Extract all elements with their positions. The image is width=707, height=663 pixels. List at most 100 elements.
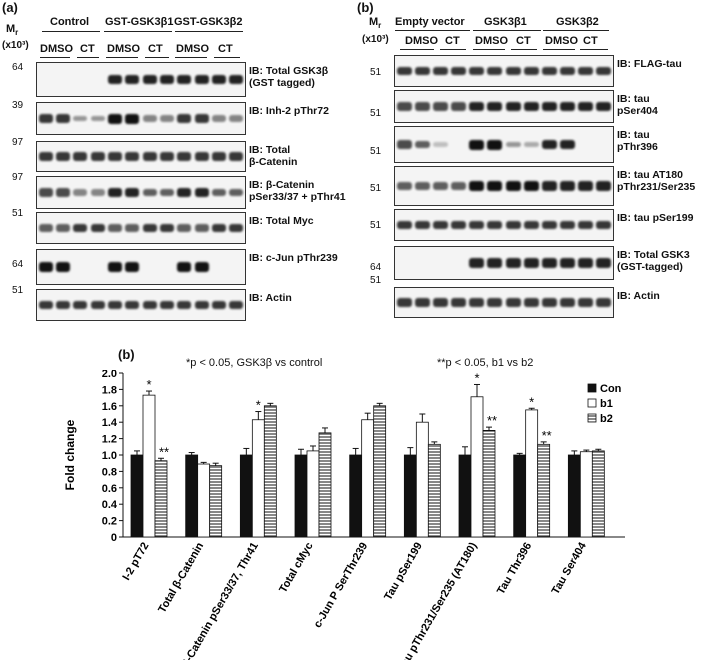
mw-marker: 51	[370, 183, 382, 194]
blot-band	[541, 66, 557, 76]
lane-label: CT	[516, 35, 531, 47]
blot-band	[523, 298, 539, 307]
blot-band	[505, 258, 521, 268]
blot-band	[469, 66, 485, 76]
mr-units-b: (x10³)	[362, 34, 389, 45]
x-category-label: c-Jun P SerThr239	[312, 541, 371, 630]
blot-band	[107, 187, 123, 198]
blot-band	[469, 220, 485, 230]
blot-band	[38, 300, 53, 310]
blot-label: IB: tau pSer199	[617, 212, 694, 224]
mw-marker: 51	[370, 67, 382, 78]
significance-note-right: **p < 0.05, b1 vs b2	[437, 357, 534, 369]
blot-band	[229, 300, 244, 310]
x-category-label: Tau pSer199	[382, 541, 425, 603]
blot-band	[55, 262, 71, 272]
blot-band	[414, 182, 430, 190]
blot-band	[177, 300, 192, 310]
significance-marker: **	[542, 428, 552, 443]
blot-band	[73, 189, 88, 196]
blot-band	[229, 152, 244, 161]
lane-underline	[77, 57, 99, 58]
panel-b-blot-1	[394, 90, 614, 123]
bar	[294, 454, 308, 538]
group-header-empty-vector: Empty vector	[395, 16, 465, 28]
lane-underline	[106, 57, 138, 58]
blot-band	[107, 113, 123, 124]
lane-label: DMSO	[107, 43, 140, 55]
blot-band	[229, 74, 244, 85]
blot-band	[578, 298, 594, 307]
bar	[415, 421, 429, 538]
panel-b-blot-6	[394, 287, 614, 318]
lane-label: DMSO	[475, 35, 508, 47]
bar	[427, 443, 441, 538]
blot-band	[125, 300, 140, 310]
blot-label: IB: Actin	[249, 292, 292, 304]
bar	[567, 454, 581, 538]
blot-band	[505, 141, 521, 148]
blot-band	[142, 300, 157, 310]
bar	[154, 460, 168, 538]
blot-band	[578, 220, 594, 230]
blot-band	[229, 188, 244, 197]
significance-marker: **	[159, 444, 169, 459]
blot-band	[487, 181, 503, 191]
blot-band	[38, 188, 53, 197]
blot-band	[505, 66, 521, 76]
bar	[130, 454, 144, 538]
blot-label: IB: Total GSK3β (GST tagged)	[249, 65, 329, 89]
lane-underline	[580, 49, 608, 50]
x-category-label: Total β-Catenin	[156, 540, 206, 615]
group-header-gsk3b2: GST-GSK3β2	[174, 16, 243, 28]
x-category-label: Total cMyc	[277, 541, 315, 596]
blot-band	[541, 298, 557, 307]
blot-band	[159, 115, 175, 122]
blot-band	[541, 258, 557, 268]
blot-band	[194, 187, 209, 198]
blot-band	[159, 223, 175, 233]
blot-band	[211, 74, 227, 85]
bar	[197, 463, 211, 538]
blot-band	[194, 224, 209, 232]
blot-band	[541, 181, 557, 191]
blot-band	[414, 140, 430, 149]
blot-band	[107, 262, 123, 272]
blot-band	[396, 102, 412, 111]
mw-marker: 51	[12, 208, 24, 219]
legend-label: Con	[600, 383, 622, 395]
lane-underline	[40, 57, 70, 58]
significance-marker: *	[256, 398, 261, 413]
panel-b-blot-4	[394, 209, 614, 241]
group-underline	[473, 30, 541, 31]
bar	[361, 419, 375, 538]
blot-band	[159, 152, 175, 161]
y-tick-label: 1.4	[102, 417, 118, 429]
blot-band	[451, 220, 467, 230]
blot-band	[55, 114, 71, 123]
blot-band	[487, 139, 503, 150]
bar	[537, 443, 551, 538]
blot-band	[194, 262, 209, 272]
blot-band	[396, 66, 412, 76]
blot-band	[523, 141, 539, 148]
blot-band	[596, 181, 612, 191]
blot-band	[177, 114, 192, 123]
blot-band	[414, 298, 430, 307]
x-category-label: I-2 pT72	[120, 541, 151, 583]
blot-band	[560, 181, 576, 191]
bar	[263, 405, 277, 538]
x-category-label: Tau Ser404	[550, 540, 590, 597]
blot-band	[396, 298, 412, 307]
blot-band	[142, 74, 157, 85]
mw-marker: 64	[370, 262, 382, 273]
blot-band	[432, 220, 448, 230]
blot-band	[469, 139, 485, 150]
blot-band	[90, 115, 105, 122]
y-tick-label: 0.2	[102, 516, 117, 528]
bar	[513, 454, 527, 538]
y-tick-label: 0.4	[102, 499, 118, 511]
blot-label: IB: tau pSer404	[617, 93, 658, 117]
panel-a-blot-1	[36, 102, 246, 135]
blot-band	[578, 258, 594, 268]
